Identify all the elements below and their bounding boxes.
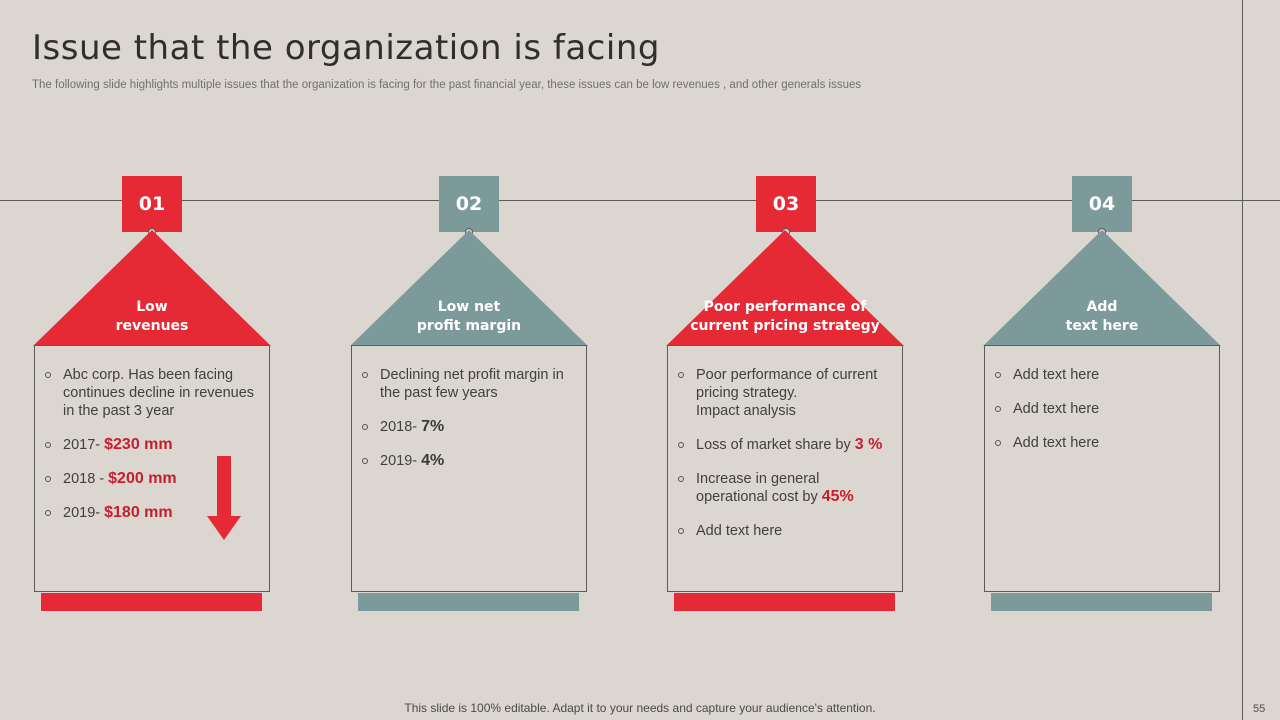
arrow-down-icon <box>207 456 241 540</box>
issue-card-3: 03 Poor performance of current pricing s… <box>666 0 904 620</box>
issue-details-box: Abc corp. Has been facing continues decl… <box>34 345 270 592</box>
card-base-bar <box>41 593 262 611</box>
roof-shape <box>666 230 904 346</box>
list-item: Poor performance of current pricing stra… <box>676 366 894 420</box>
card-base-bar <box>991 593 1212 611</box>
list-item: Add text here <box>676 522 894 540</box>
list-item: 2019- $180 mm <box>43 504 261 522</box>
issue-heading: Poor performance of current pricing stra… <box>690 299 880 334</box>
card-base-bar <box>674 593 895 611</box>
issue-heading: Add text here <box>1065 299 1139 334</box>
issue-card-4: 04 Add text here Add text here Add text … <box>983 0 1221 620</box>
list-item: Add text here <box>993 400 1211 418</box>
vertical-divider <box>1242 0 1243 720</box>
margin-value: 4% <box>421 452 445 469</box>
issue-number-badge: 04 <box>1072 176 1132 232</box>
issue-card-1: 01 Low revenues Abc corp. Has been facin… <box>33 0 271 620</box>
list-item: 2017- $230 mm <box>43 436 261 454</box>
card-base-bar <box>358 593 579 611</box>
revenue-value: $230 mm <box>104 436 173 453</box>
market-share-value: 3 % <box>854 436 883 453</box>
issue-heading: Low revenues <box>115 299 189 334</box>
issue-details-box: Declining net profit margin in the past … <box>351 345 587 592</box>
roof-shape <box>350 230 588 346</box>
list-item: Add text here <box>993 434 1211 452</box>
roof-shape <box>983 230 1221 346</box>
slide-title: Issue that the organization is facing <box>32 28 660 68</box>
list-item: 2019- 4% <box>360 452 578 470</box>
issue-details-box: Poor performance of current pricing stra… <box>667 345 903 592</box>
list-item: Declining net profit margin in the past … <box>360 366 578 402</box>
list-item: 2018 - $200 mm <box>43 470 261 488</box>
issue-details-box: Add text here Add text here Add text her… <box>984 345 1220 592</box>
issue-heading: Low net profit margin <box>416 299 522 334</box>
slide-subtitle: The following slide highlights multiple … <box>32 79 862 91</box>
list-item: Loss of market share by 3 % <box>676 436 894 454</box>
margin-value: 7% <box>421 418 445 435</box>
timeline-line <box>0 200 1280 201</box>
cost-value: 45% <box>821 488 854 505</box>
list-item: 2018- 7% <box>360 418 578 436</box>
revenue-value: $200 mm <box>108 470 177 487</box>
revenue-value: $180 mm <box>104 504 173 521</box>
issue-number-badge: 01 <box>122 176 182 232</box>
list-item: Increase in general operational cost by … <box>676 470 894 506</box>
list-item: Add text here <box>993 366 1211 384</box>
roof-shape <box>33 230 271 346</box>
issue-number-badge: 02 <box>439 176 499 232</box>
issue-number-badge: 03 <box>756 176 816 232</box>
list-item: Abc corp. Has been facing continues decl… <box>43 366 261 420</box>
footer-note: This slide is 100% editable. Adapt it to… <box>404 701 876 715</box>
issue-card-2: 02 Low net profit margin Declining net p… <box>350 0 588 620</box>
page-number: 55 <box>1253 703 1266 715</box>
